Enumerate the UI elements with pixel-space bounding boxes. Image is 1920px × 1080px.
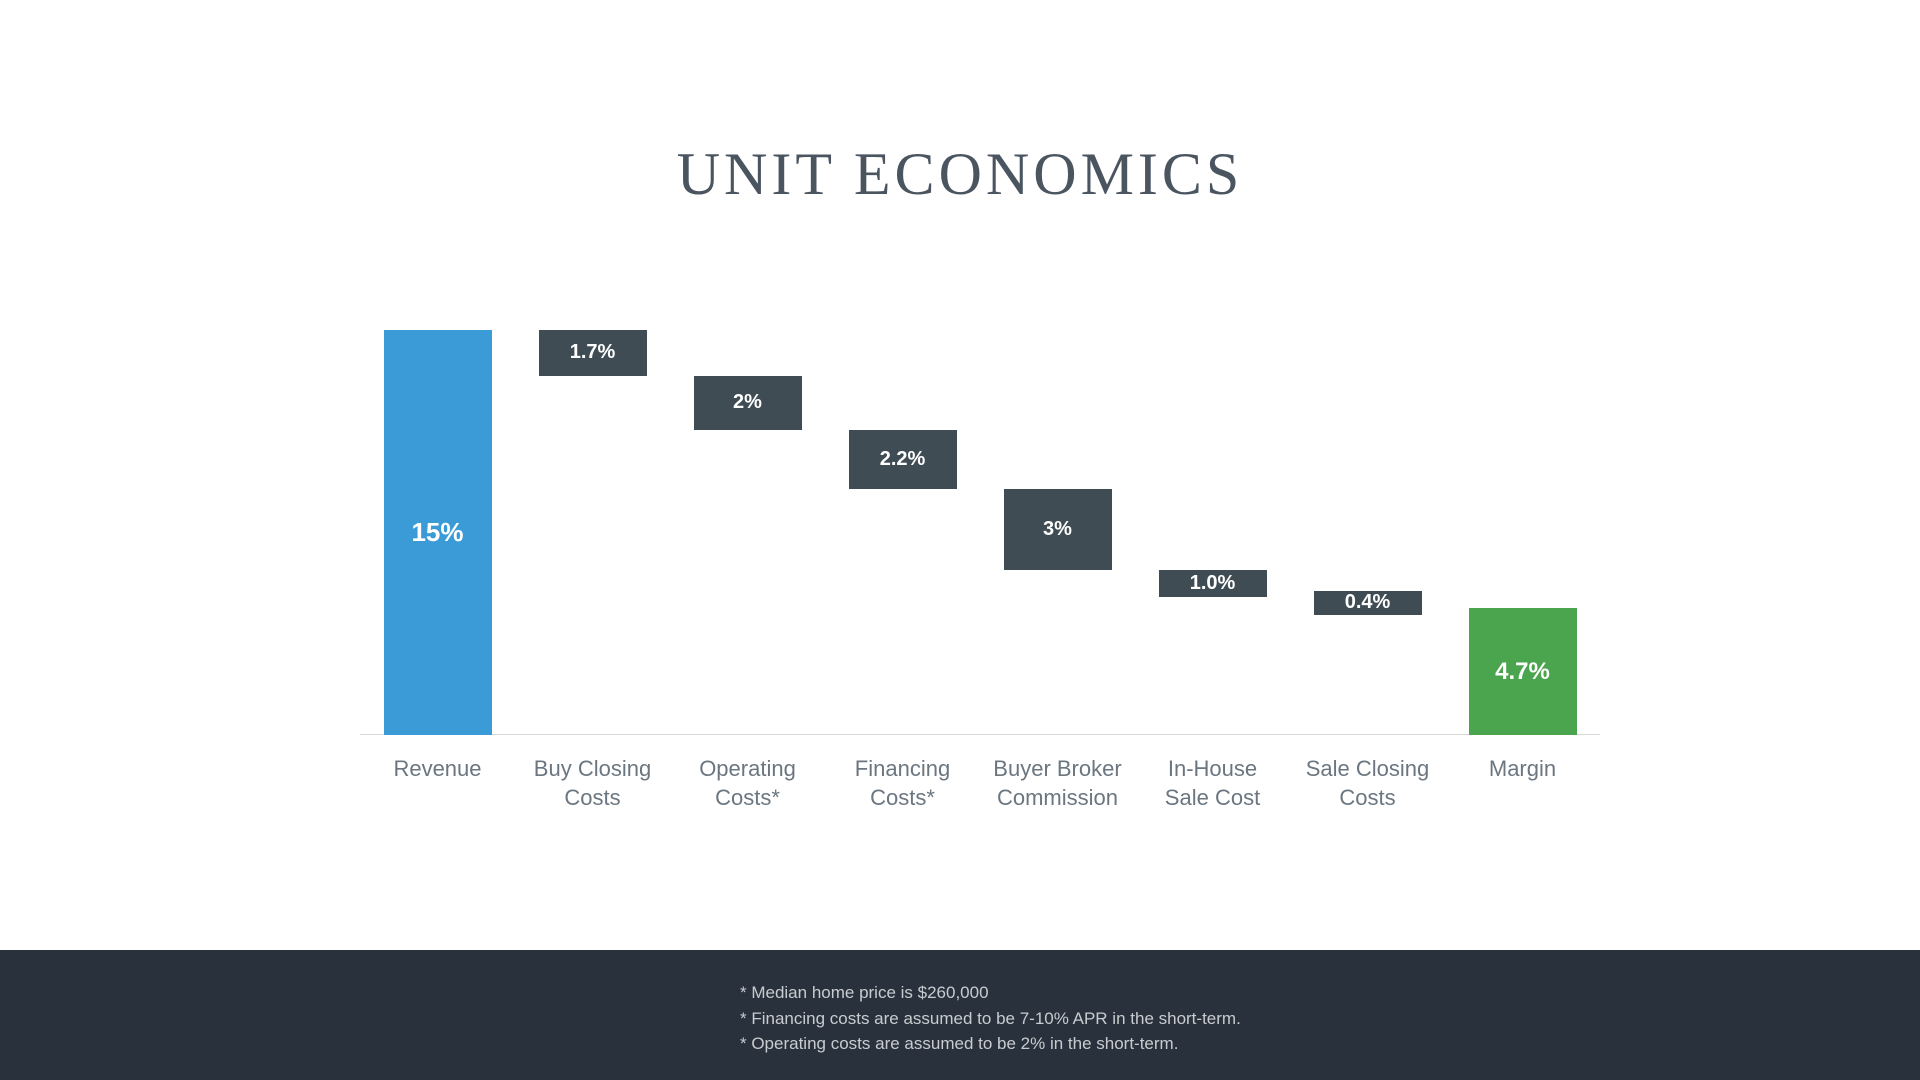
x-label-margin: Margin: [1445, 755, 1600, 784]
bar-financing: 2.2%: [849, 430, 957, 489]
chart-plot-area: 15% 1.7% 2% 2.2% 3% 1.0% 0.4% 4.7%: [360, 330, 1600, 735]
x-label-revenue: Revenue: [360, 755, 515, 784]
x-label-buy_closing: Buy ClosingCosts: [515, 755, 670, 812]
bar-value-label: 3%: [1043, 518, 1072, 541]
bar-value-label: 1.7%: [570, 341, 616, 364]
bar-value-label: 2.2%: [880, 448, 926, 471]
bar-buy_closing: 1.7%: [539, 330, 647, 376]
bar-operating: 2%: [694, 376, 802, 430]
bar-value-label: 4.7%: [1495, 658, 1550, 686]
x-label-sale_closing: Sale ClosingCosts: [1290, 755, 1445, 812]
footnote-line: * Operating costs are assumed to be 2% i…: [740, 1031, 1920, 1057]
bar-value-label: 1.0%: [1190, 572, 1236, 595]
bar-value-label: 0.4%: [1345, 591, 1391, 614]
bar-buyer_broker: 3%: [1004, 489, 1112, 570]
x-label-operating: OperatingCosts*: [670, 755, 825, 812]
bar-revenue: 15%: [384, 330, 492, 735]
footnote-line: * Financing costs are assumed to be 7-10…: [740, 1006, 1920, 1032]
x-label-financing: FinancingCosts*: [825, 755, 980, 812]
bar-inhouse_sale: 1.0%: [1159, 570, 1267, 597]
x-label-inhouse_sale: In-HouseSale Cost: [1135, 755, 1290, 812]
waterfall-chart: 15%1.7%2%2.2%3%1.0%0.4%4.7% RevenueBuy C…: [360, 330, 1600, 790]
bar-value-label: 15%: [411, 517, 463, 548]
footnote-line: * Median home price is $260,000: [740, 980, 1920, 1006]
footer-bar: * Median home price is $260,000 * Financ…: [0, 950, 1920, 1080]
x-label-buyer_broker: Buyer BrokerCommission: [980, 755, 1135, 812]
bar-value-label: 2%: [733, 391, 762, 414]
bar-margin: 4.7%: [1469, 608, 1577, 735]
bar-sale_closing: 0.4%: [1314, 591, 1422, 615]
chart-title: UNIT ECONOMICS: [0, 0, 1920, 209]
